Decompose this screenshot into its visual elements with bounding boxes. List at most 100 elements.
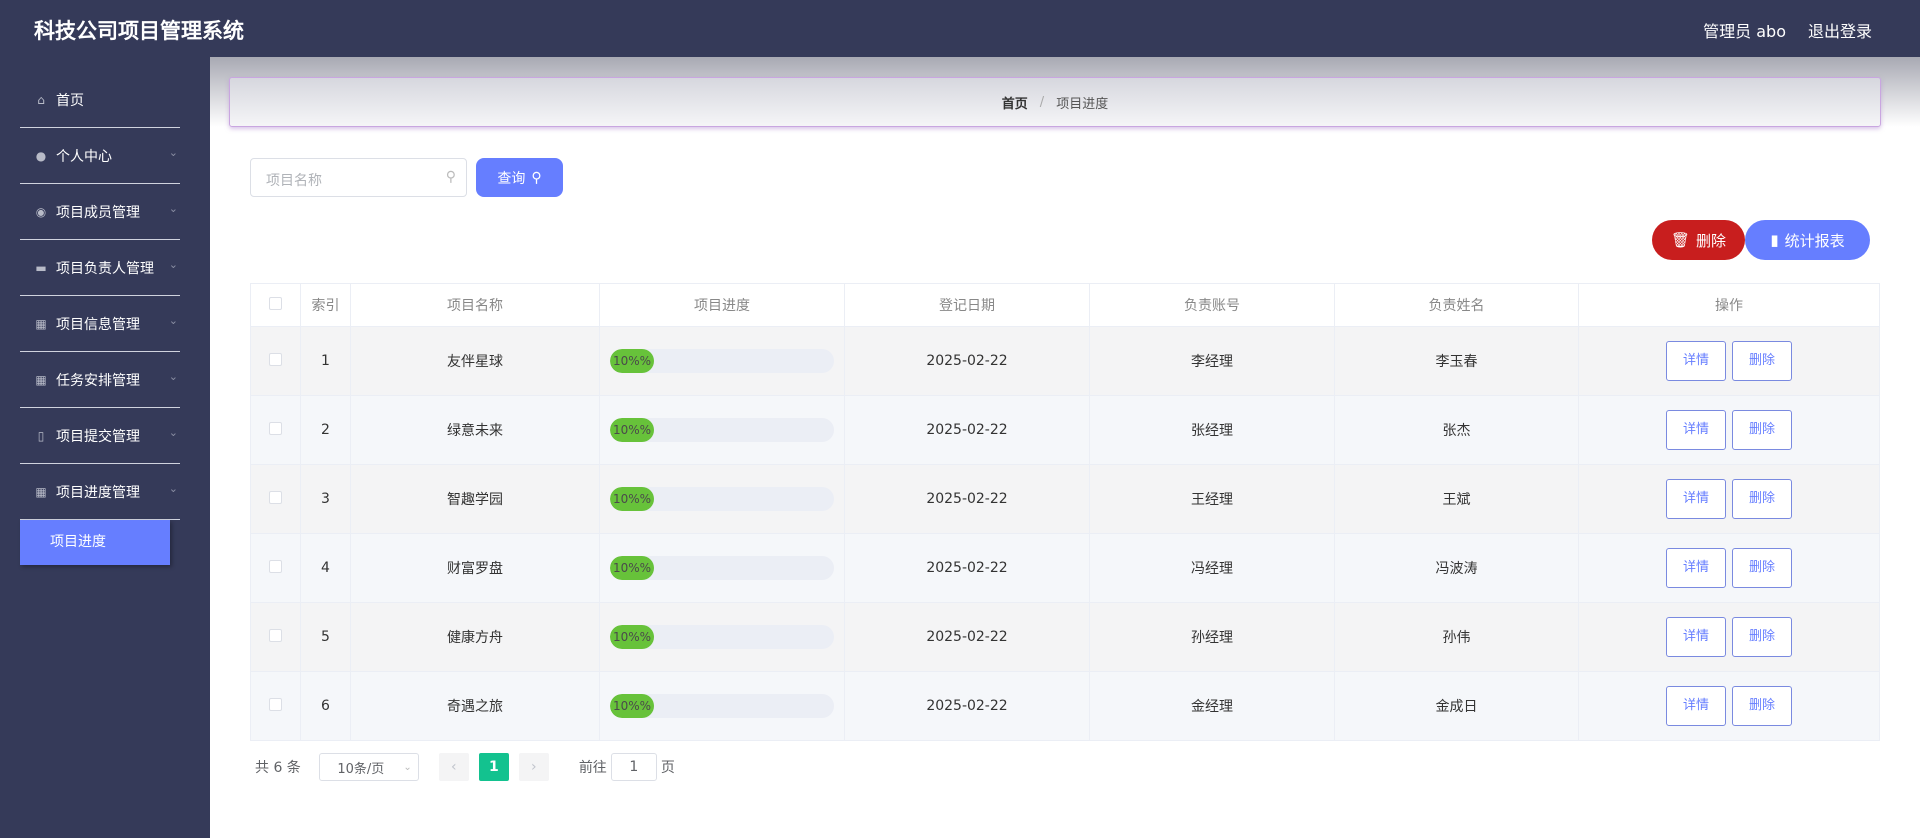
progress-cell: 10%% — [599, 395, 845, 465]
sidebar-item-label: 首页 — [56, 92, 84, 109]
row-delete-button[interactable]: 删除 — [1732, 686, 1792, 726]
select-all-checkbox[interactable] — [269, 296, 282, 310]
chevron-down-icon: ⌄ — [168, 146, 178, 159]
detail-button[interactable]: 详情 — [1666, 548, 1726, 588]
sidebar-item[interactable]: ▦ 项目信息管理 ⌄ — [20, 296, 180, 352]
search-icon: ⚲ — [531, 169, 542, 186]
person-cell: 李玉春 — [1334, 326, 1579, 396]
progress-table: 索引 项目名称 项目进度 登记日期 负责账号 负责姓名 操作 1 友伴星球 10… — [250, 283, 1880, 741]
account-cell: 孙经理 — [1089, 602, 1335, 672]
col-header: 索引 — [300, 283, 351, 327]
account-cell: 张经理 — [1089, 395, 1335, 465]
progress-fill: 10%% — [610, 694, 654, 718]
detail-button[interactable]: 详情 — [1666, 617, 1726, 657]
progress-fill: 10%% — [610, 625, 654, 649]
person-cell: 金成日 — [1334, 671, 1579, 741]
goto-page-input[interactable]: 1 — [610, 753, 657, 781]
row-select-cell — [250, 395, 301, 465]
col-header: 登记日期 — [844, 283, 1090, 327]
table-row: 5 健康方舟 10%% 2025-02-22 孙经理 孙伟 详情 删除 — [250, 602, 1880, 672]
search-icon: ⚲ — [445, 169, 456, 185]
account-cell: 冯经理 — [1089, 533, 1335, 603]
chevron-down-icon: ⌄ — [168, 426, 178, 439]
detail-button[interactable]: 详情 — [1666, 686, 1726, 726]
name-cell: 智趣学园 — [350, 464, 600, 534]
bulk-delete-button[interactable]: 🗑 删除 — [1652, 220, 1745, 260]
actions-cell: 详情 删除 — [1578, 602, 1880, 672]
name-cell: 健康方舟 — [350, 602, 600, 672]
progress-bar: 10%% — [610, 694, 834, 718]
prev-page-button[interactable]: ‹ — [438, 753, 469, 781]
next-page-button[interactable]: › — [518, 753, 549, 781]
index-cell: 4 — [300, 533, 351, 603]
table-row: 3 智趣学园 10%% 2025-02-22 王经理 王斌 详情 删除 — [250, 464, 1880, 534]
page-1-button[interactable]: 1 — [478, 753, 509, 781]
query-button[interactable]: 查询 ⚲ — [476, 158, 563, 197]
chevron-down-icon: ⌄ — [168, 314, 178, 327]
main-content: 首页 / 项目进度 项目名称 ⚲ 查询 ⚲ 🗑 删除 ▮ 统计报表 索引 项目名称 项… — [210, 57, 1920, 838]
row-select-cell — [250, 671, 301, 741]
sidebar-item[interactable]: ▦ 项目进度管理 ⌄ — [20, 464, 180, 520]
trash-icon: 🗑 — [1670, 231, 1691, 249]
row-delete-button[interactable]: 删除 — [1732, 341, 1792, 381]
index-cell: 3 — [300, 464, 351, 534]
progress-fill: 10%% — [610, 418, 654, 442]
row-checkbox[interactable] — [269, 559, 282, 573]
row-delete-button[interactable]: 删除 — [1732, 548, 1792, 588]
home-icon: ⌂ — [37, 92, 45, 107]
sidebar-item[interactable]: ⌂ 首页 — [20, 72, 180, 128]
breadcrumb-home[interactable]: 首页 — [1001, 96, 1028, 112]
sidebar-item-label: 项目进度管理 — [56, 484, 140, 501]
person-cell: 张杰 — [1334, 395, 1579, 465]
index-cell: 6 — [300, 671, 351, 741]
stats-report-button[interactable]: ▮ 统计报表 — [1745, 220, 1870, 260]
sidebar-item[interactable]: ● 个人中心 ⌄ — [20, 128, 180, 184]
search-placeholder: 项目名称 — [266, 173, 322, 189]
name-cell: 绿意未来 — [350, 395, 600, 465]
sidebar-item-label: 项目信息管理 — [56, 316, 140, 333]
sidebar-item[interactable]: ▦ 任务安排管理 ⌄ — [20, 352, 180, 408]
date-cell: 2025-02-22 — [844, 602, 1090, 672]
actions-cell: 详情 删除 — [1578, 395, 1880, 465]
date-cell: 2025-02-22 — [844, 464, 1090, 534]
account-cell: 王经理 — [1089, 464, 1335, 534]
search-input[interactable]: 项目名称 ⚲ — [250, 158, 467, 197]
table-row: 1 友伴星球 10%% 2025-02-22 李经理 李玉春 详情 删除 — [250, 326, 1880, 396]
sidebar-item[interactable]: ▯ 项目提交管理 ⌄ — [20, 408, 180, 464]
row-checkbox[interactable] — [269, 490, 282, 504]
grid-icon: ▦ — [35, 484, 47, 499]
chevron-down-icon: ⌄ — [168, 258, 178, 271]
col-header: 项目进度 — [599, 283, 845, 327]
detail-button[interactable]: 详情 — [1666, 479, 1726, 519]
pin-icon: ◉ — [35, 204, 47, 219]
detail-button[interactable]: 详情 — [1666, 341, 1726, 381]
person-cell: 孙伟 — [1334, 602, 1579, 672]
logout-link[interactable]: 退出登录 — [1807, 22, 1872, 41]
sidebar-subitem-active[interactable]: 项目进度 — [20, 520, 170, 565]
breadcrumb-separator: / — [1039, 94, 1045, 110]
actions-cell: 详情 删除 — [1578, 464, 1880, 534]
row-select-cell — [250, 464, 301, 534]
row-delete-button[interactable]: 删除 — [1732, 617, 1792, 657]
progress-bar: 10%% — [610, 349, 834, 373]
row-delete-button[interactable]: 删除 — [1732, 410, 1792, 450]
date-cell: 2025-02-22 — [844, 395, 1090, 465]
top-header: 科技公司项目管理系统 管理员 abo 退出登录 — [0, 0, 1920, 57]
row-checkbox[interactable] — [269, 352, 282, 366]
index-cell: 2 — [300, 395, 351, 465]
row-checkbox[interactable] — [269, 697, 282, 711]
bar-chart-icon: ▮ — [1770, 231, 1779, 249]
chevron-down-icon: ⌄ — [168, 482, 178, 495]
select-all-cell — [250, 283, 301, 327]
goto-suffix: 页 — [660, 760, 675, 776]
page-size-select[interactable]: 10条/页 ⌄ — [318, 753, 419, 781]
progress-cell: 10%% — [599, 602, 845, 672]
name-cell: 奇遇之旅 — [350, 671, 600, 741]
detail-button[interactable]: 详情 — [1666, 410, 1726, 450]
row-delete-button[interactable]: 删除 — [1732, 479, 1792, 519]
query-label: 查询 — [497, 170, 526, 187]
row-checkbox[interactable] — [269, 421, 282, 435]
sidebar-item[interactable]: ◉ 项目成员管理 ⌄ — [20, 184, 180, 240]
sidebar-item[interactable]: ▬ 项目负责人管理 ⌄ — [20, 240, 180, 296]
row-checkbox[interactable] — [269, 628, 282, 642]
